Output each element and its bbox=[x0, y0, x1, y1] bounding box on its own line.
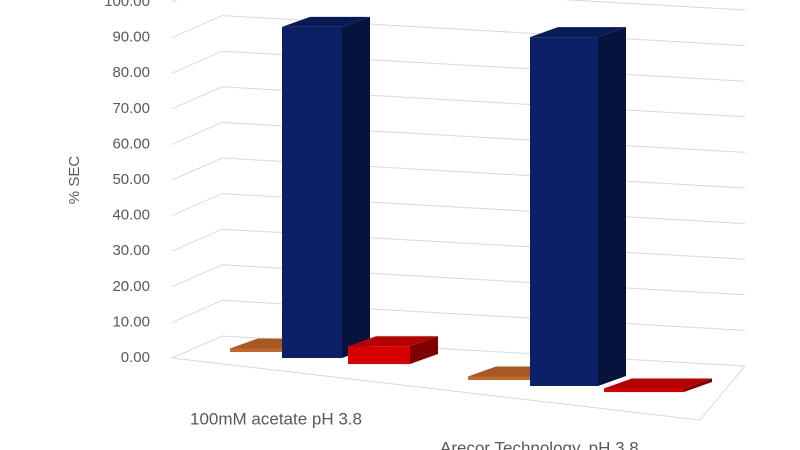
y-tick-label: 40.00 bbox=[112, 207, 150, 224]
bar bbox=[282, 16, 370, 358]
y-tick-label: 60.00 bbox=[112, 135, 150, 152]
x-tick-label: Arecor Technology, pH 3.8 bbox=[440, 438, 639, 450]
grid-line bbox=[171, 86, 746, 118]
grid-line bbox=[171, 0, 746, 11]
y-tick-label: 20.00 bbox=[112, 278, 150, 295]
bar-face bbox=[342, 16, 370, 358]
bar bbox=[530, 27, 626, 387]
bar-face bbox=[468, 376, 533, 380]
grid-line bbox=[171, 228, 746, 260]
grid-line bbox=[171, 157, 746, 189]
floor bbox=[171, 357, 746, 421]
bar-face bbox=[530, 37, 598, 387]
y-tick-label: 100.00 bbox=[104, 0, 150, 10]
y-tick-label: 90.00 bbox=[112, 29, 150, 46]
y-tick-label: 30.00 bbox=[112, 242, 150, 259]
bar-face bbox=[530, 27, 626, 38]
grid-line bbox=[171, 299, 746, 331]
bar-face bbox=[230, 348, 285, 352]
bar-face bbox=[282, 26, 342, 358]
y-tick-label: 10.00 bbox=[112, 313, 150, 330]
y-tick-label: 70.00 bbox=[112, 100, 150, 117]
x-tick-label: 100mM acetate pH 3.8 bbox=[190, 409, 362, 428]
y-tick-label: 80.00 bbox=[112, 64, 150, 81]
grid-line bbox=[171, 193, 746, 225]
y-tick-label: 50.00 bbox=[112, 171, 150, 188]
y-axis-title: % SEC bbox=[66, 156, 83, 205]
bar-face bbox=[410, 336, 438, 364]
grid-line bbox=[171, 121, 746, 153]
grid-line bbox=[171, 50, 746, 82]
bar-face bbox=[598, 27, 626, 387]
grid-line bbox=[171, 264, 746, 296]
bar-face bbox=[348, 346, 410, 364]
bar bbox=[604, 378, 712, 392]
bar-face bbox=[604, 378, 712, 389]
bar bbox=[348, 336, 438, 364]
bar-face bbox=[282, 16, 370, 27]
bar-face bbox=[604, 388, 684, 392]
y-tick-label: 0.00 bbox=[121, 349, 150, 366]
bar-face bbox=[348, 336, 438, 347]
bar-face bbox=[684, 378, 712, 392]
grid-line bbox=[171, 15, 746, 47]
